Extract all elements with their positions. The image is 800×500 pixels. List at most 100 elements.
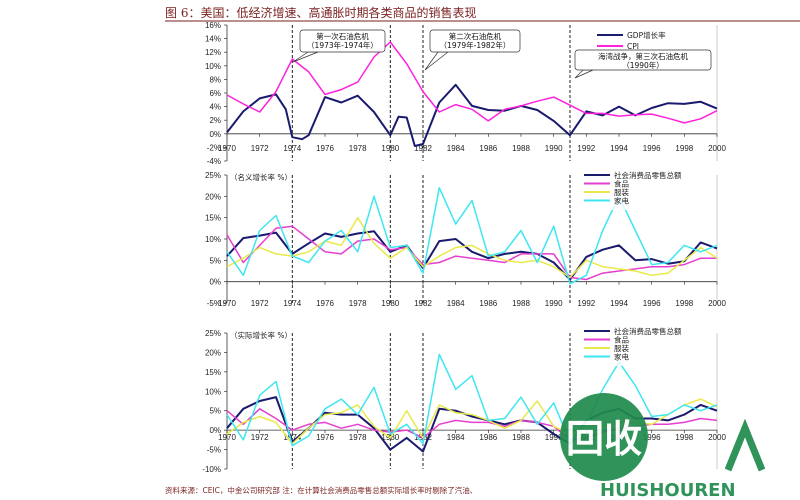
chart-panels: 16% 14% 12% 10% 8% 6% 4% 2% 0% -2% -4% 1970 1972 1974… [202, 21, 726, 474]
x-tick-label: 1974 [283, 433, 301, 442]
watermark-arrow-icon [724, 418, 766, 472]
callout-text: 第二次石油危机 [449, 31, 502, 41]
y-axis-label: （名义增长率 %） [230, 172, 292, 182]
legend-label: 食品 [614, 335, 629, 345]
x-tick-label: 1982 [414, 144, 432, 153]
legend-label: 家电 [614, 352, 629, 362]
panel-3: 25% 20% 15% 10% 5% 0% -5% -10% 1970 1972 1974 1976 1… [202, 326, 726, 474]
y-tick-label: 5% [209, 407, 221, 416]
x-tick-label: 1990 [545, 144, 563, 153]
y-tick-label: -5% [207, 446, 221, 455]
series-line [226, 216, 718, 279]
x-tick-label: 2000 [708, 144, 726, 153]
y-tick-label: 12% [205, 48, 221, 57]
x-tick-label: 1998 [675, 144, 693, 153]
legend-box [582, 170, 707, 210]
y-tick-label: 16% [205, 21, 221, 30]
x-tick-label: 1978 [349, 433, 367, 442]
y-tick-label: 8% [209, 75, 221, 84]
callout-pointer [574, 69, 594, 79]
figure-title: 图 6：美国：低经济增速、高通胀时期各类商品的销售表现 [165, 5, 476, 20]
y-tick-label: 10% [205, 235, 221, 244]
x-tick-label: 1978 [349, 144, 367, 153]
legend-box [582, 326, 707, 366]
legend: GDP增长率 CPI [595, 30, 715, 51]
callout-text: 第一次石油危机 [316, 31, 369, 41]
watermark-text: HUISHOUREN [600, 480, 736, 500]
x-tick-label: 1976 [316, 299, 334, 308]
callout-pointer [292, 51, 319, 63]
callout-text: 海湾战争，第三次石油危机 [598, 51, 688, 61]
callout-box [299, 29, 386, 53]
legend-label: 服装 [614, 187, 629, 197]
watermark-logo-circle [560, 393, 648, 481]
callout-box [574, 49, 712, 71]
y-tick-label: 10% [205, 62, 221, 71]
x-tick-label: 1978 [349, 299, 367, 308]
panel-1: 16% 14% 12% 10% 8% 6% 4% 2% 0% -2% -4% 1970 1972 1974… [205, 21, 726, 166]
x-tick-label: 1992 [577, 299, 595, 308]
legend-box [595, 30, 715, 50]
x-tick-label: 1984 [447, 144, 465, 153]
watermark: 回收 HUISHOUREN [560, 393, 766, 500]
x-tick-label: 1974 [283, 299, 301, 308]
x-tick-label: 1986 [479, 299, 497, 308]
callout-pointer [424, 51, 450, 71]
y-tick-label: 2% [209, 116, 221, 125]
y-tick-label: 25% [205, 329, 221, 338]
series-line [226, 225, 717, 281]
callout: 第一次石油危机（1973年-1974年） [292, 29, 386, 63]
legend-label: 家电 [614, 196, 629, 206]
x-tick-label: 1992 [577, 144, 595, 153]
y-tick-label: 0% [209, 130, 221, 139]
callout-text: （1973年-1974年） [307, 40, 378, 50]
x-tick-label: 1982 [414, 299, 432, 308]
legend-label: CPI [627, 42, 639, 51]
y-tick-label: 0% [209, 278, 221, 287]
legend-label: GDP增长率 [627, 30, 666, 40]
series-line [226, 353, 718, 447]
callout-text: （1990年） [622, 60, 664, 70]
series-line [226, 83, 718, 147]
x-tick-label: 1990 [545, 299, 563, 308]
x-tick-label: 1986 [479, 433, 497, 442]
series-line [226, 41, 718, 124]
y-tick-label: -10% [202, 465, 221, 474]
legend-label: 社会消费品零售总额 [614, 170, 682, 180]
legend-label: 食品 [614, 179, 629, 189]
y-axis-label: （实际增长率 %） [230, 330, 292, 340]
x-tick-label: 1998 [675, 299, 693, 308]
x-tick-label: 1970 [218, 144, 236, 153]
series-line [226, 187, 718, 285]
x-tick-label: 1996 [643, 433, 661, 442]
watermark-logo: 回收 [566, 417, 642, 461]
y-tick-label: 14% [205, 35, 221, 44]
y-tick-label: 10% [205, 387, 221, 396]
y-tick-label: 15% [205, 368, 221, 377]
x-tick-label: 1984 [447, 299, 465, 308]
y-tick-label: 20% [205, 192, 221, 201]
x-tick-label: 2000 [708, 299, 726, 308]
x-tick-label: 1976 [316, 144, 334, 153]
x-tick-label: 1980 [381, 144, 399, 153]
callout-text: （1979年-1982年） [440, 40, 511, 50]
x-tick-label: 1994 [610, 299, 628, 308]
legend-label: 服装 [614, 343, 629, 353]
series-line [226, 230, 718, 281]
source-note: 资料来源：CEIC，中金公司研究部 注：在计算社会消费品零售总额实际增长率时剔除… [165, 485, 477, 495]
x-tick-label: 1990 [545, 433, 563, 442]
x-tick-label: 1980 [381, 299, 399, 308]
x-tick-label: 1988 [512, 299, 530, 308]
callout-box [429, 29, 521, 53]
callout: 第二次石油危机（1979年-1982年） [424, 29, 521, 71]
panel-2: 25% 20% 15% 10% 5% 0% -5%1970 1972 1974 1976 1978 1… [205, 170, 726, 308]
x-tick-label: 1998 [675, 433, 693, 442]
x-tick-label: 1972 [251, 299, 269, 308]
x-tick-label: 1984 [447, 433, 465, 442]
y-tick-label: 20% [205, 348, 221, 357]
x-tick-label: 1976 [316, 433, 334, 442]
y-tick-label: -2% [207, 143, 221, 152]
